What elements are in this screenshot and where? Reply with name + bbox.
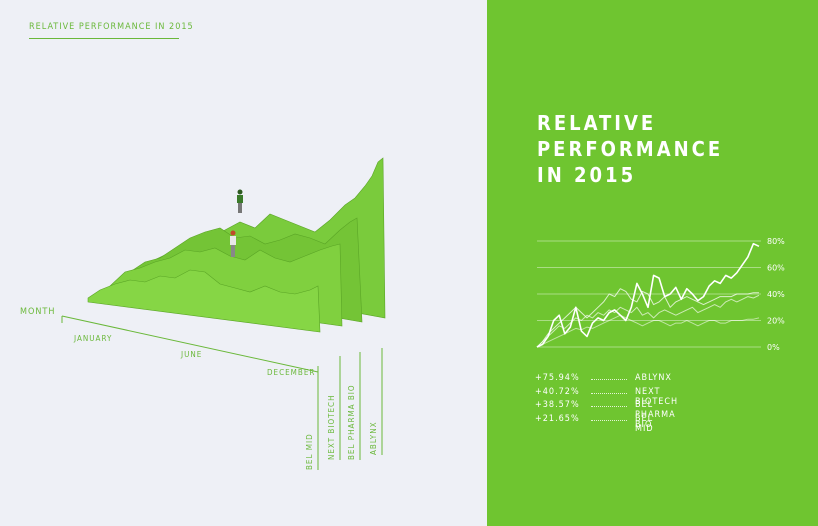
legend-name: NEXT BIOTECH [635,386,679,407]
line-chart: 0% 20% 40% 60% 80% [536,237,785,352]
legend-leader-line [591,379,627,380]
y-tick-label: 40% [767,290,785,299]
legend-pct: +21.65% [535,413,580,424]
legend-name: BEL PHARMA BIO [635,400,676,430]
legend-name: ABLYNX [635,373,672,383]
series-line-next-biotech [536,288,759,348]
legend-leader-line [591,419,627,421]
month-label-december: DECEMBER [267,368,316,377]
model-slab-bel-mid [87,269,321,333]
month-axis-label: MONTH [20,307,56,317]
legend-leader-line [591,392,627,394]
y-tick-label: 60% [767,264,785,273]
series-label-bel-mid: BEL MID [305,433,314,470]
series-line-ablynx [536,242,760,348]
series-label-bel-pharma-bio: BEL PHARMA BIO [347,384,356,460]
month-label-january: JANUARY [74,334,113,343]
y-tick-label: 0% [767,343,780,352]
series-label-ablynx: ABLYNX [369,421,378,455]
climber-figure-bottom [230,230,236,257]
series-line-bel-mid [536,314,760,348]
y-tick-label: 20% [767,317,785,326]
climber-figure-top [237,189,243,213]
3d-model-illustration [61,157,386,470]
small-title: RELATIVE PERFORMANCE IN 2015 [29,22,194,32]
chart-panel: RELATIVE PERFORMANCE IN 2015 0% 20% 40% 60%… [487,0,818,526]
legend-pct: +38.57% [535,400,580,410]
title-underline [29,38,179,39]
photo-panel: RELATIVE PERFORMANCE IN 2015 [0,0,487,526]
panel-title: RELATIVE PERFORMANCE IN 2015 [537,110,723,188]
series-label-next-biotech: NEXT BIOTECH [327,394,336,460]
series-line-bel-pharma-bio [536,294,760,348]
month-axis-line [61,315,319,373]
title-line-1: RELATIVE [537,111,657,135]
y-tick-label: 80% [767,237,785,246]
legend-leader-line [591,406,627,407]
legend-name: BEL MID [635,413,654,434]
title-line-2: PERFORMANCE [537,137,724,161]
legend-pct: +40.72% [535,386,580,397]
title-line-3: IN 2015 [537,163,637,187]
month-label-june: JUNE [181,350,203,359]
legend-pct: +75.94% [535,373,580,383]
